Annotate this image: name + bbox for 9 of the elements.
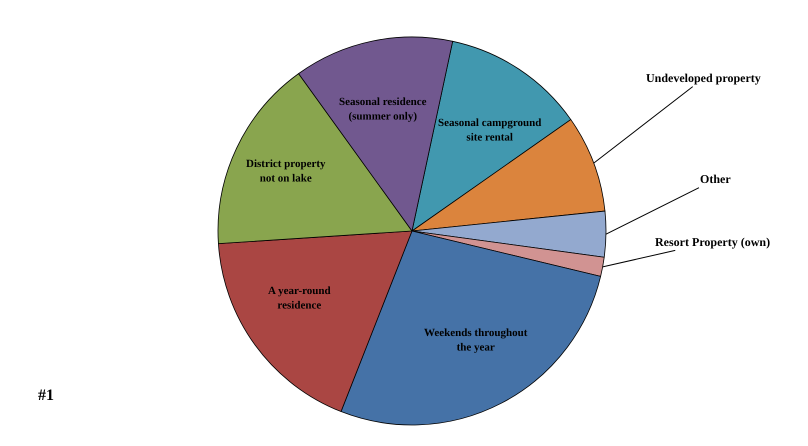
slice-label: Undeveloped property (646, 71, 761, 85)
slice-label: Seasonal campground site rental (438, 117, 542, 144)
slice-label: A year-round residence (268, 285, 331, 312)
slice-label: Resort Property (own) (655, 235, 770, 249)
slice-label: Seasonal residence (summer only) (339, 96, 427, 122)
slice-label: Weekends throughout the year (424, 327, 528, 354)
text: #1 (38, 387, 54, 404)
slice-label: Other (700, 172, 732, 186)
slice-label: District property not on lake (246, 158, 326, 184)
